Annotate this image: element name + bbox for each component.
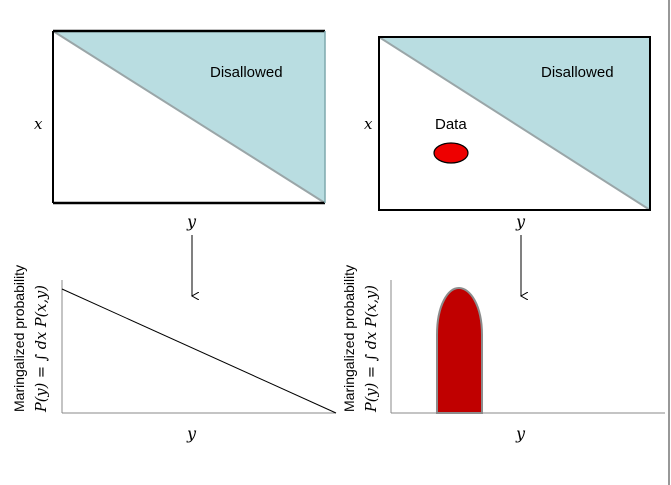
- right-marginal-formula: P(y) = ∫ dx P(x,y): [364, 285, 380, 412]
- right-x-axis-label: x: [364, 115, 373, 133]
- left-y-axis-label: y: [187, 212, 197, 231]
- left-marginal-plot: [61, 280, 337, 414]
- right-marginal-x-label: y: [516, 424, 526, 443]
- right-marginal-plot: [390, 280, 665, 414]
- left-marginal-ylabel: Maringalized probability: [11, 264, 27, 412]
- right-disallowed-label: Disallowed: [541, 64, 614, 81]
- left-diagonal-boundary: [52, 30, 326, 204]
- left-marginal-formula: P(y) = ∫ dx P(x,y): [34, 285, 50, 412]
- right-diagonal-boundary: [378, 36, 651, 211]
- right-marginal-ylabel: Maringalized probability: [341, 264, 357, 412]
- left-joint-panel: [52, 29, 326, 205]
- right-y-axis-label: y: [516, 212, 526, 231]
- data-ellipse: [433, 142, 469, 164]
- left-disallowed-label: Disallowed: [210, 64, 283, 81]
- data-label: Data: [435, 116, 467, 133]
- left-marginal-curve: [61, 288, 337, 414]
- left-marginal-x-label: y: [187, 424, 197, 443]
- right-marginal-peak: [436, 286, 483, 414]
- left-x-axis-label: x: [34, 115, 43, 133]
- right-joint-panel: [378, 36, 651, 211]
